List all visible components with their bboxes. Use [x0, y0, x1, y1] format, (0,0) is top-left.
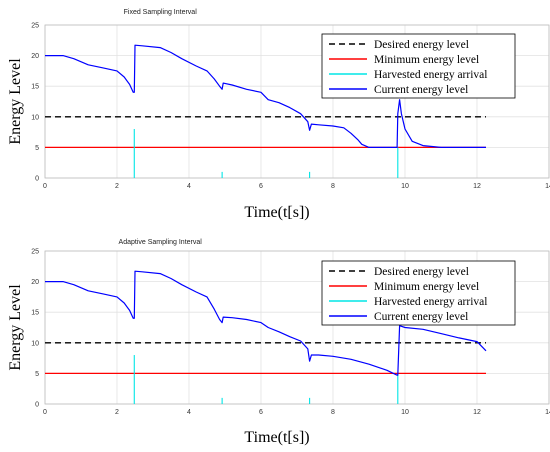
x-axis-label: Time(t[s]) — [244, 204, 309, 221]
y-tick-label: 5 — [35, 145, 39, 152]
x-tick-label: 12 — [473, 183, 481, 190]
y-tick-label: 10 — [31, 114, 39, 121]
legend: Desired energy level Minimum energy level… — [321, 260, 516, 326]
x-tick-label: 0 — [43, 183, 47, 190]
legend-label-minimum-energy-level: Minimum energy level — [374, 281, 479, 293]
x-tick-label: 4 — [187, 409, 191, 416]
series-line-current-energy-level — [45, 44, 486, 148]
chart-panel-2: 0 2 4 6 8 10 12 14 0 5 10 15 20 25 Adaptive Sampling I… — [7, 239, 550, 446]
y-tick-label: 5 — [35, 371, 39, 378]
legend-label-desired-energy-level: Desired energy level — [374, 39, 469, 51]
x-tick-label: 6 — [259, 183, 263, 190]
x-axis-label: Time(t[s]) — [244, 429, 309, 446]
legend-label-current-energy-level: Current energy level — [374, 311, 468, 323]
legend-label-current-energy-level: Current energy level — [374, 84, 468, 96]
y-tick-label: 20 — [31, 279, 39, 286]
x-tick-label: 2 — [115, 183, 119, 190]
plot-frame — [44, 24, 550, 179]
y-axis-label: Energy Level — [7, 58, 24, 145]
y-tick-label: 0 — [35, 402, 39, 409]
x-tick-label: 6 — [259, 409, 263, 416]
x-tick-label: 14 — [545, 409, 550, 416]
chart-title: Fixed Sampling Interval — [124, 9, 198, 16]
x-tick-label: 0 — [43, 409, 47, 416]
x-tick-label: 4 — [187, 183, 191, 190]
series-line-current-energy-level — [45, 270, 487, 376]
x-tick-label: 10 — [401, 183, 409, 190]
legend: Desired energy level Minimum energy level… — [321, 33, 516, 99]
chart-title: Adaptive Sampling Interval — [119, 239, 203, 246]
legend-label-harvested-energy-arrival: Harvested energy arrival — [374, 69, 487, 81]
x-tick-label: 14 — [545, 183, 550, 190]
y-tick-label: 15 — [31, 310, 39, 317]
y-tick-label: 25 — [31, 249, 39, 256]
legend-label-minimum-energy-level: Minimum energy level — [374, 54, 479, 66]
x-tick-label: 12 — [473, 409, 481, 416]
legend-box — [321, 33, 516, 99]
x-tick-label: 2 — [115, 409, 119, 416]
y-axis-label: Energy Level — [7, 284, 24, 371]
x-tick-label: 8 — [331, 183, 335, 190]
legend-label-desired-energy-level: Desired energy level — [374, 266, 469, 278]
y-tick-label: 15 — [31, 84, 39, 91]
plot-frame — [44, 250, 550, 405]
y-tick-label: 0 — [35, 176, 39, 183]
x-tick-label: 8 — [331, 409, 335, 416]
y-tick-label: 10 — [31, 340, 39, 347]
y-tick-label: 20 — [31, 53, 39, 60]
chart-panel-1: 0 2 4 6 8 10 12 14 0 5 10 15 20 25 Fixed Sampling Inte… — [7, 9, 550, 221]
x-tick-label: 10 — [401, 409, 409, 416]
legend-label-harvested-energy-arrival: Harvested energy arrival — [374, 296, 487, 308]
y-tick-label: 25 — [31, 23, 39, 30]
